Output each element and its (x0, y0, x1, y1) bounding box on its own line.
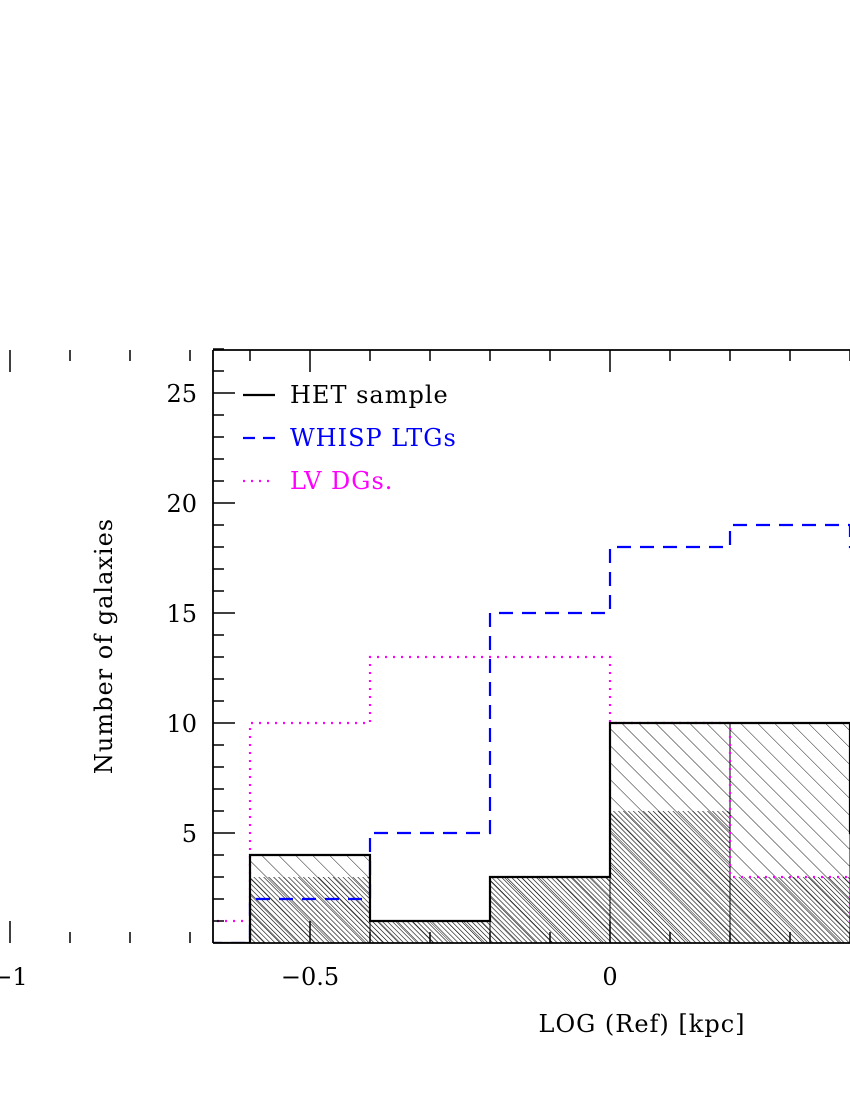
x-axis: −1−0.500.5 (0, 350, 850, 991)
y-tick-label: 15 (166, 600, 197, 628)
lv-dgs-series-line (213, 655, 850, 943)
y-tick-label: 20 (166, 490, 197, 518)
y-tick-label: 5 (182, 820, 197, 848)
axes-frame (212, 349, 850, 944)
dense-hatch-bar (610, 811, 730, 943)
x-tick-label: 0 (602, 963, 617, 991)
legend: HET sample WHISP LTGs LV DGs. (243, 381, 457, 495)
y-tick-label: 10 (166, 710, 197, 738)
legend-label: LV DGs. (290, 467, 393, 495)
x-tick-label: −0.5 (281, 963, 339, 991)
legend-label: WHISP LTGs (290, 424, 457, 452)
x-tick-label: −1 (0, 963, 28, 991)
y-tick-label: 25 (166, 380, 197, 408)
plot-area (213, 523, 850, 943)
y-axis: 5 10 15 20 25 (166, 348, 235, 922)
x-axis-label: LOG (Ref) [kpc] (539, 1010, 746, 1038)
het-sample-series-line (213, 721, 850, 943)
y-axis-label: Number of galaxies (90, 518, 118, 774)
legend-label: HET sample (290, 381, 449, 409)
